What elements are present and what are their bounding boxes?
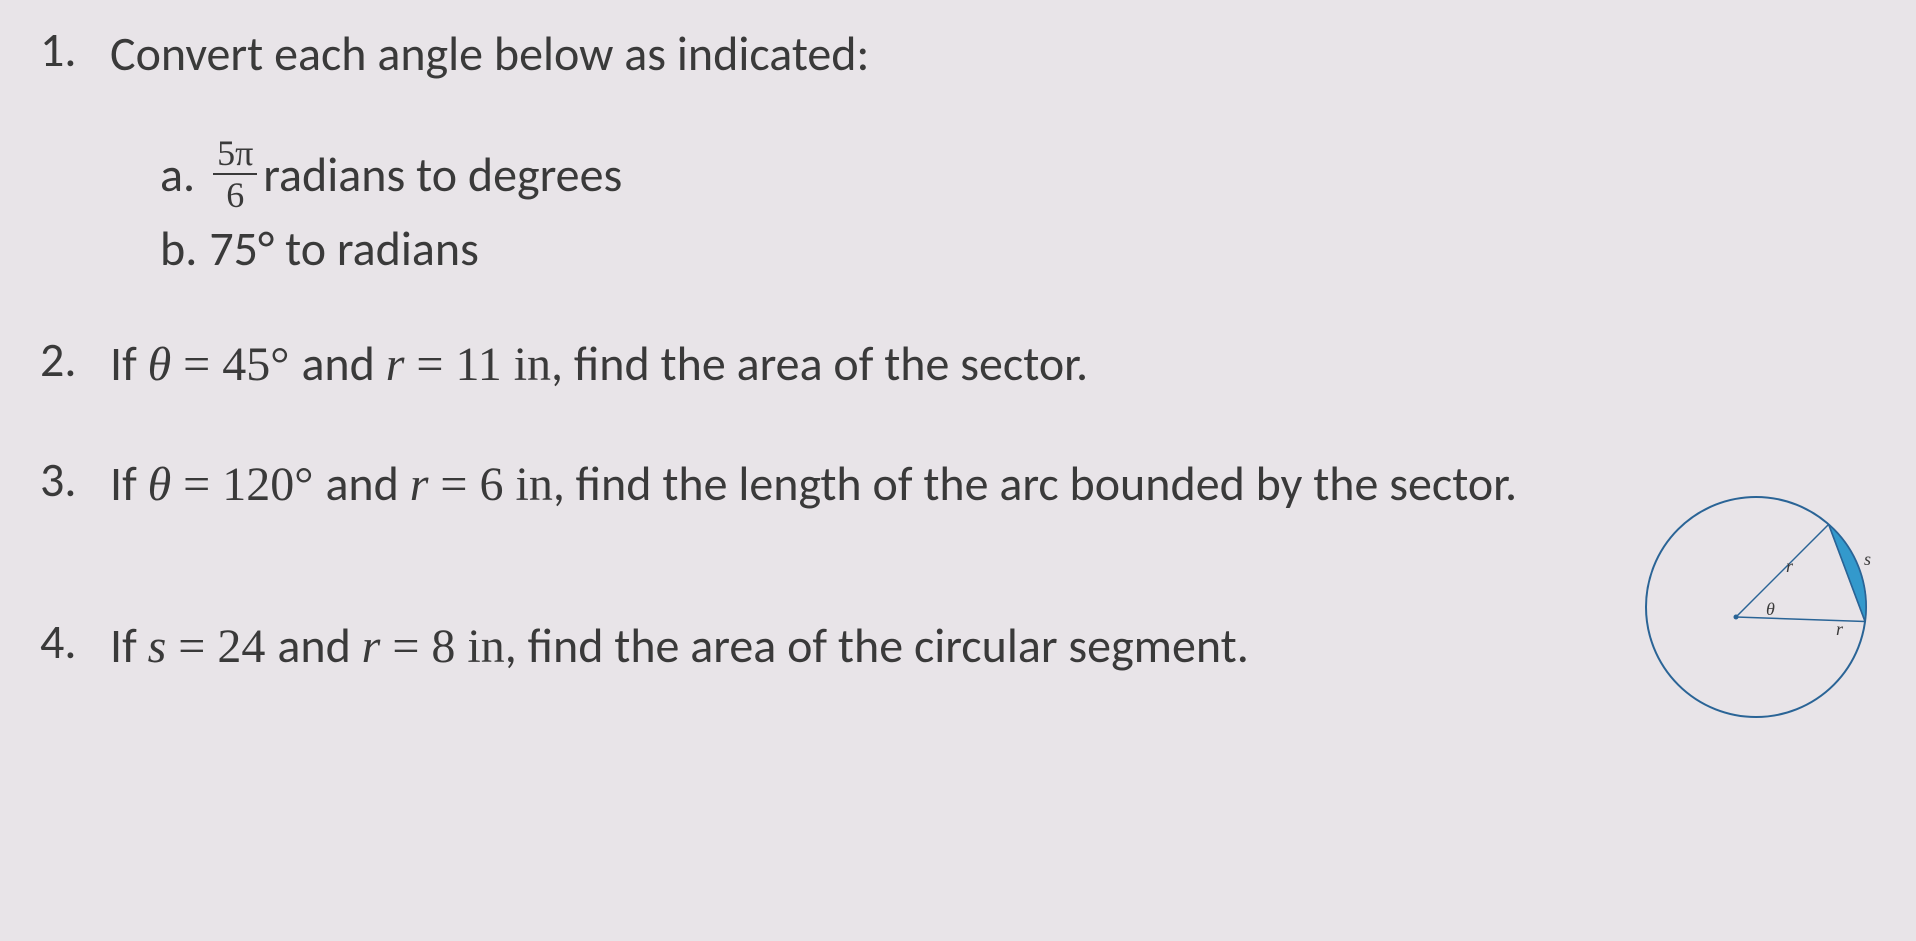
- p3-prefix: If: [110, 454, 148, 513]
- fraction-numerator: 5π: [213, 135, 257, 175]
- circle-segment-diagram: r r θ s: [1636, 487, 1876, 727]
- p2-and: and: [301, 334, 385, 393]
- sub-1a-label: a.: [160, 145, 195, 204]
- p4-eq2: = 8 in: [380, 620, 504, 673]
- problem-2: 2. If θ = 45° and r = 11 in, find the ar…: [40, 330, 1876, 398]
- problem-3: 3. If θ = 120° and r = 6 in, find the le…: [40, 450, 1876, 518]
- problem-1b: b. 75° to radians: [160, 219, 1876, 278]
- problem-1-text: Convert each angle below as indicated:: [110, 20, 869, 87]
- problem-4-wrap: 4. If s = 24 and r = 8 in, find the area…: [40, 567, 1876, 727]
- p3-theta: θ: [148, 458, 172, 511]
- p4-rest: , find the area of the circular segment.: [505, 616, 1249, 675]
- sub-1a-text: radians to degrees: [263, 145, 622, 204]
- problem-1-number: 1.: [40, 20, 110, 79]
- problem-4: 4. If s = 24 and r = 8 in, find the area…: [40, 612, 1616, 680]
- fraction-denominator: 6: [222, 175, 248, 213]
- svg-text:θ: θ: [1766, 599, 1775, 619]
- problem-4-number: 4.: [40, 612, 110, 671]
- p4-prefix: If: [110, 616, 148, 675]
- problem-1-body: Convert each angle below as indicated:: [110, 20, 869, 87]
- p2-eq2: = 11 in: [404, 338, 551, 391]
- problem-2-body: If θ = 45° and r = 11 in, find the area …: [110, 330, 1088, 398]
- p3-rest: , find the length of the arc bounded by …: [553, 454, 1517, 513]
- p4-and: and: [277, 616, 361, 675]
- p4-r: r: [362, 620, 381, 673]
- p2-eq1: = 45°: [171, 338, 301, 391]
- problem-3-number: 3.: [40, 450, 110, 509]
- circle-svg: r r θ s: [1636, 487, 1876, 727]
- problem-1a: a. 5π 6 radians to degrees: [160, 135, 1876, 213]
- p2-theta: θ: [148, 338, 172, 391]
- problem-4-body: If s = 24 and r = 8 in, find the area of…: [110, 612, 1249, 680]
- p3-r: r: [410, 458, 429, 511]
- problem-3-body: If θ = 120° and r = 6 in, find the lengt…: [110, 450, 1517, 518]
- svg-text:s: s: [1864, 549, 1871, 569]
- p4-s: s: [148, 620, 167, 673]
- p3-eq2: = 6 in: [428, 458, 552, 511]
- p4-eq1: = 24: [166, 620, 277, 673]
- svg-text:r: r: [1786, 556, 1794, 576]
- p2-rest: , find the area of the sector.: [551, 334, 1088, 393]
- p3-eq1: = 120°: [171, 458, 325, 511]
- problem-2-number: 2.: [40, 330, 110, 389]
- sub-1b-text: 75° to radians: [209, 219, 479, 278]
- p2-prefix: If: [110, 334, 148, 393]
- svg-text:r: r: [1836, 619, 1844, 639]
- p3-and: and: [325, 454, 409, 513]
- sub-1b-label: b.: [160, 219, 197, 278]
- fraction-5pi-6: 5π 6: [213, 135, 257, 213]
- p2-r: r: [386, 338, 405, 391]
- problem-1: 1. Convert each angle below as indicated…: [40, 20, 1876, 87]
